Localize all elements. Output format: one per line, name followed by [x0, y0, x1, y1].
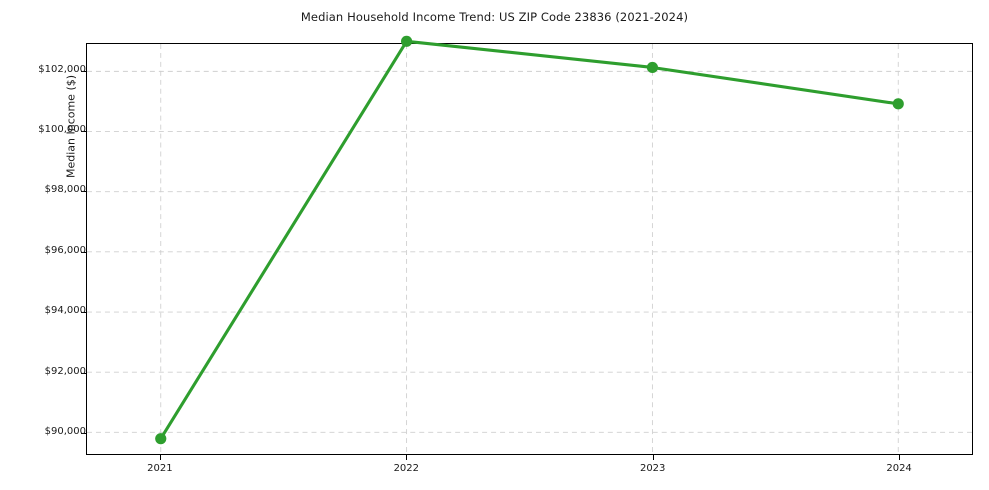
plot-area — [86, 35, 973, 455]
y-axis-tick-mark — [81, 372, 86, 374]
data-point-marker[interactable] — [892, 98, 904, 110]
y-axis-tick-label: $94,000 — [44, 305, 86, 317]
y-axis-tick-mark — [81, 312, 86, 314]
data-point-marker[interactable] — [401, 35, 413, 47]
y-axis-tick-mark — [81, 433, 86, 435]
chart-title: Median Household Income Trend: US ZIP Co… — [300, 10, 689, 24]
x-axis-tick-mark — [652, 455, 654, 460]
y-axis-tick-mark — [81, 130, 86, 132]
y-axis-tick-mark — [81, 251, 86, 253]
y-axis-tick-mark — [81, 70, 86, 72]
data-series-layer — [155, 35, 904, 445]
data-point-marker[interactable] — [155, 433, 167, 445]
series-line-median-income — [159, 39, 900, 441]
x-axis-tick-label: 2024 — [886, 463, 912, 474]
x-axis-tick-mark — [899, 455, 901, 460]
gridlines — [87, 44, 972, 454]
x-axis-tick-label: 2023 — [639, 463, 666, 474]
x-axis-tick-mark — [406, 455, 408, 460]
y-axis-tick-label: $92,000 — [44, 365, 86, 377]
y-axis-tick-label: $98,000 — [44, 184, 86, 196]
y-axis-tick-mark — [81, 191, 86, 193]
y-axis-tick-label: $90,000 — [44, 426, 86, 438]
y-axis-tick-label: $96,000 — [44, 244, 86, 256]
y-axis-tick-label: $102,000 — [38, 63, 86, 75]
x-axis-tick-label: 2021 — [147, 463, 173, 474]
y-axis-tick-label: $100,000 — [38, 123, 86, 135]
data-point-marker[interactable] — [646, 61, 658, 74]
x-axis-tick-mark — [159, 455, 161, 460]
x-axis-tick-label: 2022 — [393, 463, 420, 474]
